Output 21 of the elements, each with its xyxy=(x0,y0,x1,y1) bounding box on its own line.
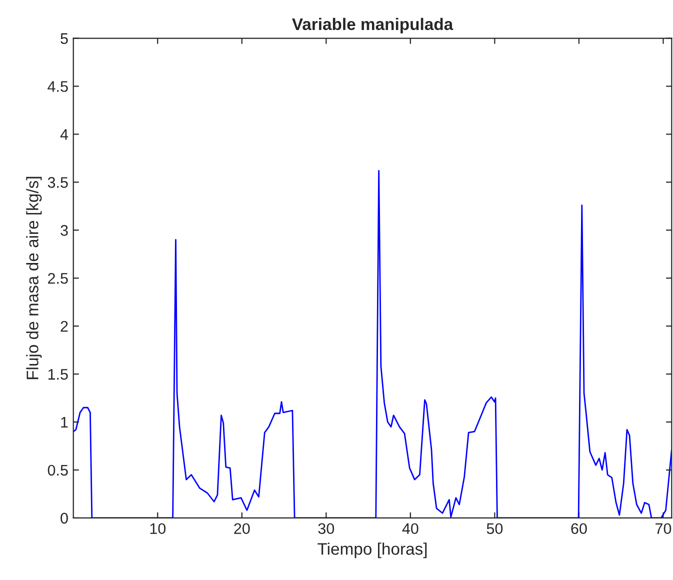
x-axis-title: Tiempo [horas] xyxy=(318,542,427,558)
y-tick-label: 4.5 xyxy=(48,81,68,92)
y-tick-label: 0 xyxy=(60,512,68,524)
x-tick-label: 50 xyxy=(486,523,503,534)
y-tick-label: 2 xyxy=(60,320,68,332)
y-tick-label: 2.5 xyxy=(48,272,68,284)
x-tick-label: 60 xyxy=(571,523,587,534)
y-axis-title: Flujo de masa de aire [kg/s] xyxy=(26,176,42,380)
x-tick-label: 70 xyxy=(656,523,672,534)
y-tick-label: 0.5 xyxy=(48,464,68,476)
y-tick-label: 3 xyxy=(60,225,68,236)
x-tick-label: 10 xyxy=(150,523,166,534)
y-tick-label: 4 xyxy=(60,129,68,140)
x-tick-label: 20 xyxy=(234,523,250,534)
y-tick-label: 3.5 xyxy=(48,177,68,188)
x-tick-label: 30 xyxy=(318,523,334,534)
y-tick-label: 5 xyxy=(60,33,68,44)
x-tick-label: 40 xyxy=(402,523,418,534)
chart-title: Variable manipulada xyxy=(292,18,454,34)
y-tick-label: 1.5 xyxy=(48,369,68,380)
y-tick-label: 1 xyxy=(61,417,68,428)
